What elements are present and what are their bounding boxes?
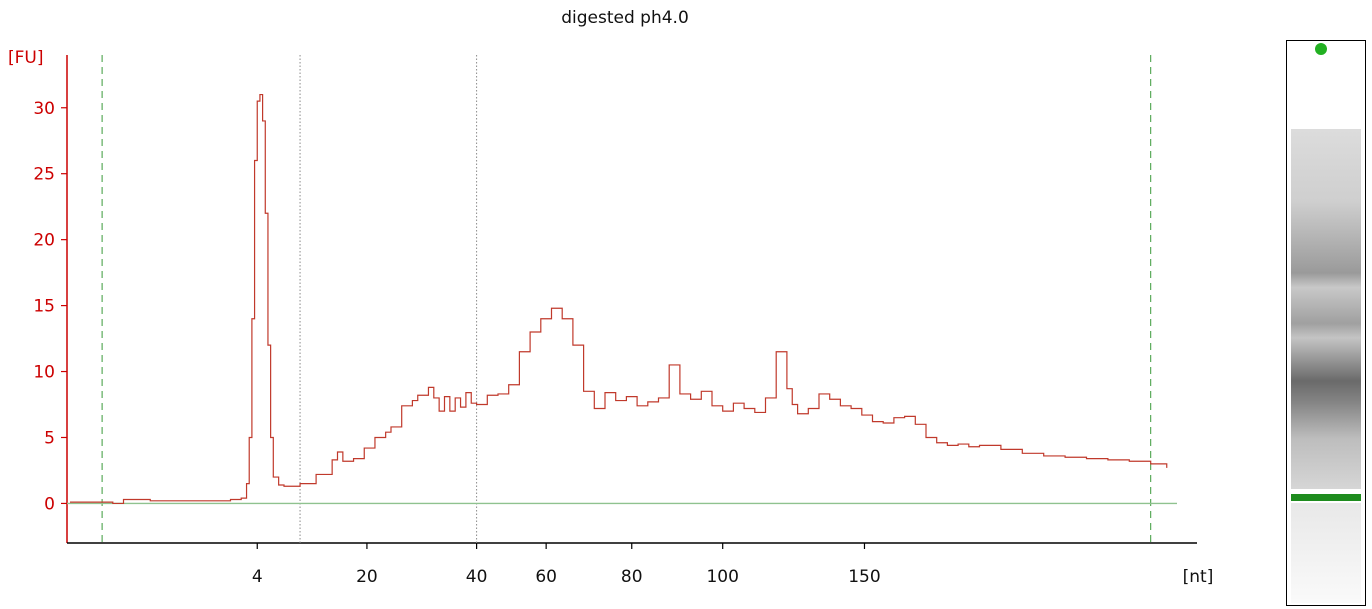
y-tick-label: 20 xyxy=(33,231,55,251)
chart-title: digested ph4.0 xyxy=(561,8,689,28)
series-trace xyxy=(70,93,1168,505)
x-tick-label: 40 xyxy=(466,567,488,587)
y-tick-label: 30 xyxy=(33,99,55,119)
lower-marker-band xyxy=(1291,494,1361,501)
y-tick-label: 15 xyxy=(33,297,55,317)
x-tick-label: 60 xyxy=(535,567,557,587)
upper-marker-dot xyxy=(1315,43,1327,55)
y-axis-label: [FU] xyxy=(8,48,44,68)
x-tick-label: 20 xyxy=(356,567,378,587)
x-tick-label: 100 xyxy=(706,567,738,587)
x-axis-label: [nt] xyxy=(1183,567,1214,587)
x-tick-label: 150 xyxy=(848,567,880,587)
x-tick-label: 80 xyxy=(621,567,643,587)
gel-smear xyxy=(1291,129,1361,489)
y-tick-label: 0 xyxy=(44,494,55,514)
y-tick-label: 25 xyxy=(33,165,55,185)
x-tick-label: 4 xyxy=(252,567,263,587)
gel-lower-region xyxy=(1291,503,1361,603)
y-tick-label: 5 xyxy=(44,428,55,448)
gel-lane xyxy=(1286,40,1366,606)
y-tick-label: 10 xyxy=(33,363,55,383)
